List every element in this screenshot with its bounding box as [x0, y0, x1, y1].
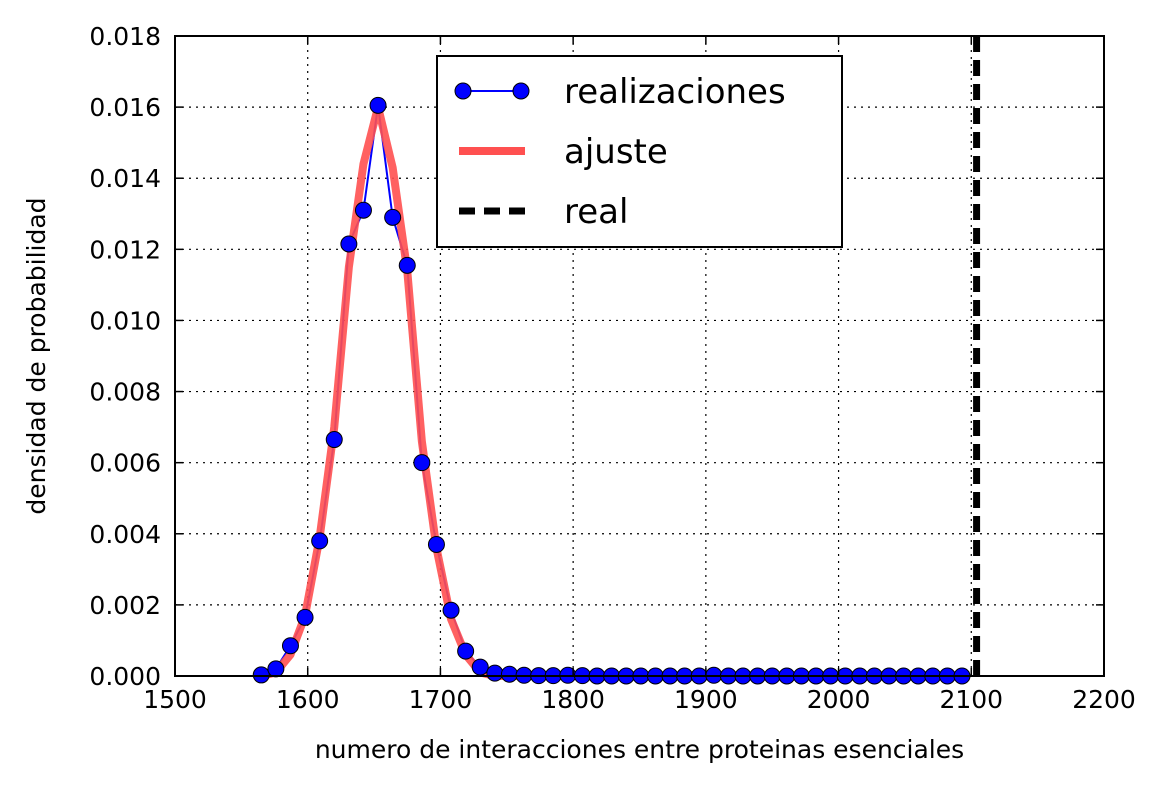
x-tick-label: 1900 — [674, 685, 738, 714]
x-tick-label: 1800 — [541, 685, 605, 714]
realizaciones-point — [471, 658, 489, 676]
realizaciones-point — [384, 208, 402, 226]
legend-label: ajuste — [564, 132, 668, 172]
y-tick-labels: 0.000 0.002 0.004 0.006 0.008 0.010 0.012 0.014… — [89, 22, 161, 691]
y-axis-label: densidad de probabilidad — [22, 197, 51, 514]
x-tick-labels: 1500 1600 1700 1800 1900 2000 2100 2200 — [143, 685, 1136, 714]
x-tick-label: 2200 — [1072, 685, 1136, 714]
legend-realizaciones-marker — [454, 82, 472, 100]
realizaciones-point — [311, 532, 329, 550]
x-tick-label: 1700 — [409, 685, 473, 714]
realizaciones-point — [252, 666, 270, 684]
plot-frame — [174, 35, 1105, 677]
legend: realizaciones ajuste real — [436, 55, 843, 248]
axis-ticks — [174, 35, 1105, 677]
realizaciones-point — [340, 235, 358, 253]
realizaciones-point — [413, 454, 431, 472]
y-tick-label: 0.006 — [89, 449, 161, 478]
y-tick-label: 0.004 — [89, 520, 161, 549]
x-tick-label: 2100 — [939, 685, 1003, 714]
realizaciones-point — [398, 256, 416, 274]
x-tick-label: 2000 — [807, 685, 871, 714]
x-tick-label: 1600 — [276, 685, 340, 714]
realizaciones-point — [281, 637, 299, 655]
y-tick-label: 0.014 — [89, 164, 161, 193]
realizaciones-point — [427, 535, 445, 553]
legend-label: real — [564, 192, 628, 232]
y-tick-label: 0.000 — [89, 662, 161, 691]
realizaciones-point — [442, 601, 460, 619]
y-tick-label: 0.010 — [89, 306, 161, 335]
realizaciones-point — [325, 431, 343, 449]
x-axis-label: numero de interacciones entre proteinas … — [315, 735, 964, 764]
y-tick-label: 0.016 — [89, 93, 161, 122]
realizaciones-point — [457, 642, 475, 660]
realizaciones-point — [354, 201, 372, 219]
legend-realizaciones-marker — [512, 82, 530, 100]
realizaciones-point — [500, 665, 518, 683]
legend-label: realizaciones — [564, 72, 786, 112]
y-tick-label: 0.018 — [89, 22, 161, 51]
realizaciones-point — [296, 608, 314, 626]
realizaciones-point — [486, 664, 504, 682]
y-tick-label: 0.012 — [89, 235, 161, 264]
y-tick-label: 0.002 — [89, 591, 161, 620]
realizaciones-point — [369, 96, 387, 114]
x-tick-label: 1500 — [143, 685, 207, 714]
realizaciones-point — [267, 660, 285, 678]
y-tick-label: 0.008 — [89, 378, 161, 407]
